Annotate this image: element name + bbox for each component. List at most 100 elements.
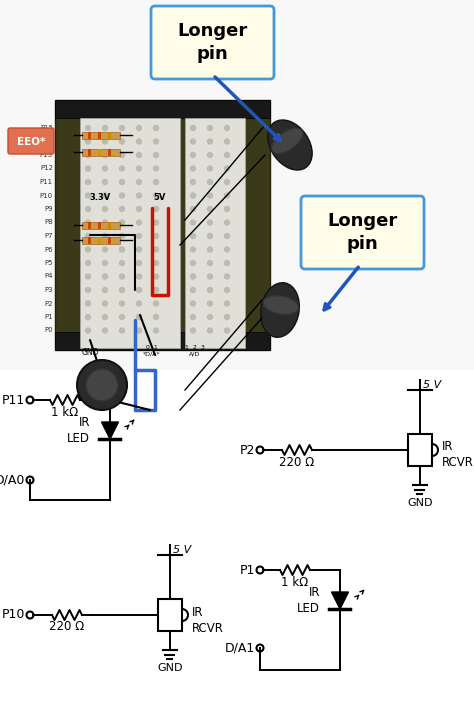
Circle shape xyxy=(119,139,125,144)
Bar xyxy=(98,222,101,229)
Bar xyxy=(55,100,270,118)
Circle shape xyxy=(85,193,91,198)
Circle shape xyxy=(119,193,125,198)
Circle shape xyxy=(137,328,142,333)
Circle shape xyxy=(208,234,212,239)
Polygon shape xyxy=(18,130,30,140)
Circle shape xyxy=(208,328,212,333)
Text: IR
RCVR: IR RCVR xyxy=(442,441,474,470)
Circle shape xyxy=(154,206,158,211)
Circle shape xyxy=(102,234,108,239)
Text: P0: P0 xyxy=(45,327,53,334)
Text: GND: GND xyxy=(407,498,433,508)
Circle shape xyxy=(191,274,195,279)
Text: GND: GND xyxy=(157,663,183,673)
Text: P14: P14 xyxy=(40,139,53,144)
Circle shape xyxy=(191,260,195,265)
Circle shape xyxy=(225,139,229,144)
Circle shape xyxy=(85,180,91,184)
Ellipse shape xyxy=(261,283,299,337)
Circle shape xyxy=(154,274,158,279)
Text: P7: P7 xyxy=(45,233,53,239)
Text: P11: P11 xyxy=(40,179,53,185)
Circle shape xyxy=(191,234,195,239)
Circle shape xyxy=(119,260,125,265)
Circle shape xyxy=(102,274,108,279)
Circle shape xyxy=(225,260,229,265)
FancyBboxPatch shape xyxy=(8,128,54,154)
Text: 1  2  3
A/D: 1 2 3 A/D xyxy=(185,345,205,356)
Circle shape xyxy=(154,139,158,144)
Circle shape xyxy=(102,287,108,292)
Circle shape xyxy=(137,274,142,279)
Circle shape xyxy=(102,328,108,333)
Circle shape xyxy=(208,287,212,292)
Text: P11: P11 xyxy=(2,394,25,406)
Circle shape xyxy=(225,234,229,239)
Ellipse shape xyxy=(263,296,299,315)
Circle shape xyxy=(102,180,108,184)
Circle shape xyxy=(77,360,127,410)
Circle shape xyxy=(154,166,158,171)
Circle shape xyxy=(154,301,158,306)
Circle shape xyxy=(208,125,212,130)
Circle shape xyxy=(154,220,158,225)
Circle shape xyxy=(154,315,158,320)
Circle shape xyxy=(85,247,91,252)
Text: 3.3V: 3.3V xyxy=(90,193,110,202)
Circle shape xyxy=(191,220,195,225)
Circle shape xyxy=(154,287,158,292)
Circle shape xyxy=(191,139,195,144)
Circle shape xyxy=(154,180,158,184)
Circle shape xyxy=(102,125,108,130)
Circle shape xyxy=(225,301,229,306)
Text: P1: P1 xyxy=(240,563,255,577)
Bar xyxy=(185,118,245,348)
Circle shape xyxy=(102,153,108,158)
Circle shape xyxy=(85,206,91,211)
Text: EEO*: EEO* xyxy=(17,137,45,147)
Circle shape xyxy=(154,247,158,252)
Bar xyxy=(88,237,91,244)
Bar xyxy=(108,149,111,156)
Circle shape xyxy=(119,153,125,158)
Circle shape xyxy=(137,287,142,292)
Circle shape xyxy=(137,206,142,211)
Circle shape xyxy=(102,166,108,171)
Text: IR
LED: IR LED xyxy=(297,586,320,615)
Text: P1: P1 xyxy=(45,314,53,320)
Circle shape xyxy=(191,328,195,333)
Circle shape xyxy=(119,315,125,320)
Circle shape xyxy=(102,315,108,320)
Bar xyxy=(108,132,111,139)
Bar xyxy=(82,222,120,229)
Text: P8: P8 xyxy=(45,220,53,225)
Circle shape xyxy=(137,180,142,184)
Circle shape xyxy=(85,274,91,279)
Circle shape xyxy=(85,153,91,158)
Circle shape xyxy=(225,166,229,171)
Circle shape xyxy=(208,220,212,225)
Circle shape xyxy=(154,234,158,239)
Circle shape xyxy=(86,369,118,401)
Circle shape xyxy=(137,301,142,306)
Text: P2: P2 xyxy=(45,301,53,306)
Bar xyxy=(82,237,120,244)
Text: Longer
pin: Longer pin xyxy=(177,23,247,63)
Ellipse shape xyxy=(272,128,303,153)
Text: 0  1
*D/A*: 0 1 *D/A* xyxy=(143,345,161,356)
Bar xyxy=(88,149,91,156)
Circle shape xyxy=(208,206,212,211)
Circle shape xyxy=(102,220,108,225)
Circle shape xyxy=(85,328,91,333)
Text: P2: P2 xyxy=(240,444,255,456)
Circle shape xyxy=(208,260,212,265)
Circle shape xyxy=(119,247,125,252)
Bar xyxy=(82,149,120,156)
Text: IR
LED: IR LED xyxy=(67,415,90,444)
Circle shape xyxy=(137,260,142,265)
Text: 220 Ω: 220 Ω xyxy=(49,620,85,634)
Text: Longer
pin: Longer pin xyxy=(328,213,398,253)
Circle shape xyxy=(191,287,195,292)
Circle shape xyxy=(85,260,91,265)
